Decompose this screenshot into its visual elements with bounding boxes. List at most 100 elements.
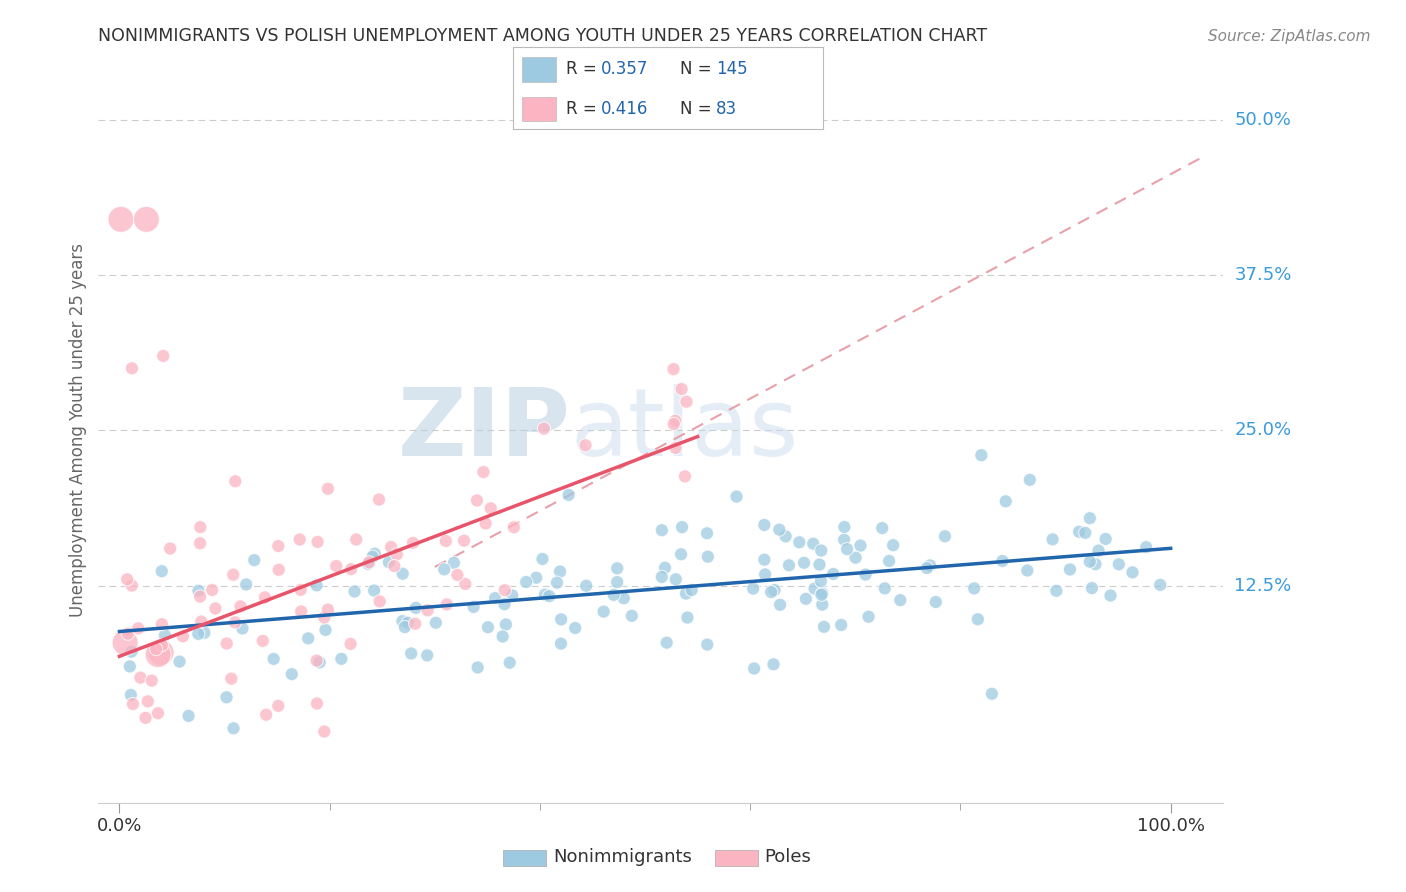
Point (187, 627, 209, 641)
Point (742, 661, 765, 675)
Point (502, 520, 524, 534)
Text: R =: R = (565, 100, 602, 118)
Point (188, 536, 211, 550)
Point (763, 582, 786, 597)
Point (575, 579, 598, 593)
Point (433, 562, 456, 576)
Point (534, 588, 557, 602)
Point (215, 690, 238, 705)
FancyBboxPatch shape (523, 96, 557, 121)
Point (793, 556, 815, 570)
Point (499, 656, 522, 670)
Point (1149, 578, 1171, 592)
Point (267, 563, 290, 577)
Point (465, 493, 488, 508)
Point (385, 547, 408, 561)
Point (120, 688, 142, 702)
Point (557, 488, 579, 502)
Point (664, 414, 686, 428)
Point (501, 589, 523, 603)
Point (325, 559, 347, 574)
Point (159, 541, 181, 556)
Point (934, 529, 956, 543)
Point (307, 535, 329, 549)
Point (201, 582, 224, 597)
Point (1074, 525, 1097, 540)
Point (316, 602, 339, 616)
Point (696, 638, 718, 652)
Point (671, 382, 693, 396)
Point (662, 417, 685, 431)
Text: Source: ZipAtlas.com: Source: ZipAtlas.com (1208, 29, 1371, 44)
Point (215, 636, 238, 650)
Point (363, 583, 385, 598)
Text: 0.357: 0.357 (602, 61, 648, 78)
Point (434, 533, 457, 548)
Point (305, 578, 328, 592)
Point (1084, 557, 1107, 571)
Point (368, 594, 391, 608)
Point (823, 566, 845, 581)
Point (463, 599, 485, 614)
Point (316, 482, 339, 496)
Point (754, 567, 776, 582)
Point (495, 617, 517, 632)
Point (696, 549, 718, 564)
Point (364, 547, 387, 561)
Point (222, 721, 245, 735)
Point (224, 475, 246, 489)
Point (399, 647, 422, 661)
Point (127, 621, 149, 635)
Point (169, 655, 191, 669)
Point (110, 212, 132, 227)
Point (314, 623, 336, 637)
Point (425, 615, 447, 630)
Point (314, 610, 336, 624)
Point (1108, 558, 1130, 572)
Point (515, 574, 537, 589)
Point (380, 540, 402, 554)
Point (190, 615, 212, 629)
Point (855, 567, 877, 582)
Point (1017, 564, 1039, 578)
Point (592, 605, 614, 619)
FancyBboxPatch shape (523, 57, 557, 82)
Point (436, 598, 458, 612)
Point (832, 533, 855, 547)
Point (297, 632, 319, 646)
Point (145, 642, 167, 657)
Point (769, 598, 792, 612)
Point (290, 582, 312, 597)
Point (1045, 583, 1067, 598)
Point (221, 672, 243, 686)
Point (114, 635, 136, 649)
Point (963, 582, 986, 596)
Point (378, 555, 401, 569)
Text: 145: 145 (716, 61, 748, 78)
Point (966, 612, 988, 626)
Point (122, 697, 145, 711)
Point (1078, 555, 1101, 569)
Point (254, 707, 277, 722)
FancyBboxPatch shape (503, 850, 546, 866)
Point (845, 550, 868, 565)
Point (472, 465, 495, 479)
Point (121, 645, 143, 659)
Point (339, 637, 361, 651)
Point (115, 573, 138, 587)
Point (810, 588, 832, 602)
Point (696, 526, 718, 541)
Point (129, 671, 152, 685)
Point (655, 635, 678, 649)
Point (308, 656, 330, 670)
Point (970, 448, 993, 462)
Point (153, 628, 176, 642)
Point (243, 553, 266, 567)
Point (794, 591, 817, 606)
Point (382, 559, 405, 574)
Text: R =: R = (565, 61, 602, 78)
Point (606, 575, 628, 590)
Point (453, 533, 475, 548)
Text: Poles: Poles (765, 848, 811, 866)
Y-axis label: Unemployment Among Youth under 25 years: Unemployment Among Youth under 25 years (69, 244, 87, 617)
